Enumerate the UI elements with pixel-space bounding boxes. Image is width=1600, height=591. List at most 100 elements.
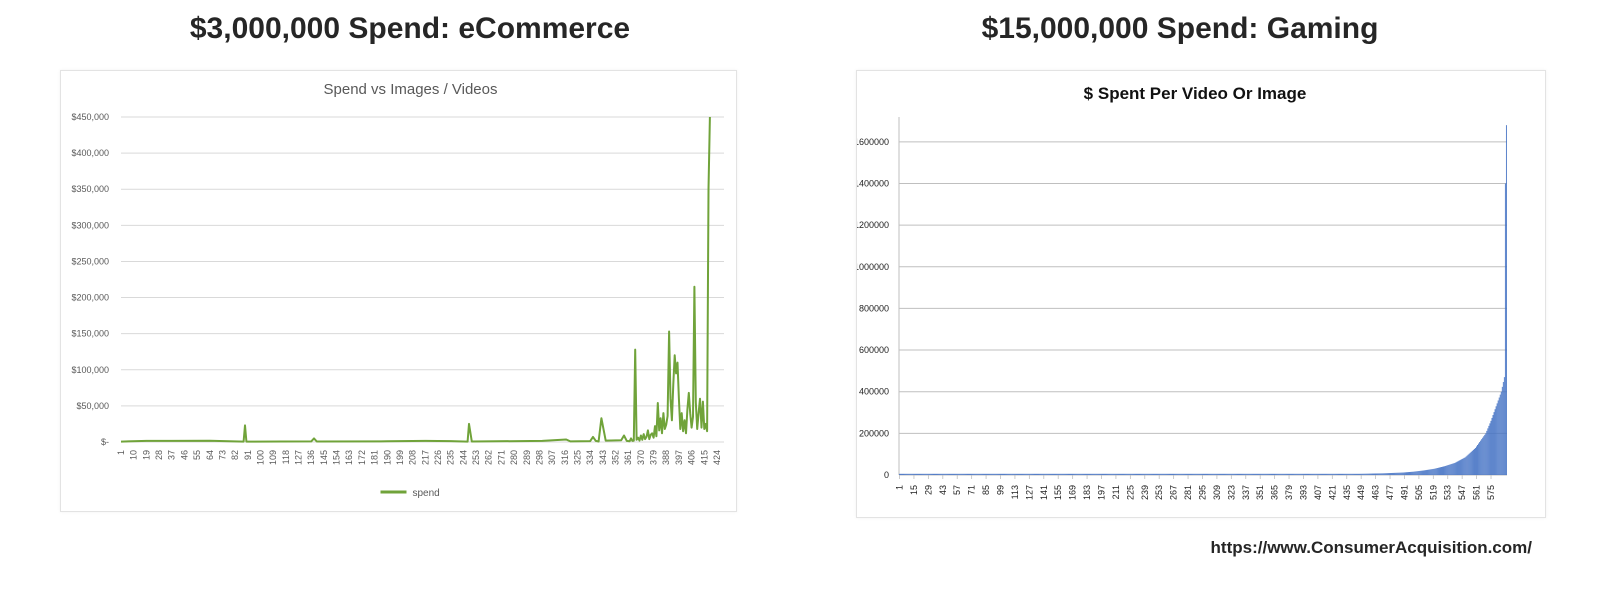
bar: [1010, 473, 1012, 475]
bar: [1115, 473, 1117, 475]
bar: [1209, 473, 1211, 475]
y-tick-label: 600000: [859, 345, 889, 355]
bar: [973, 473, 975, 475]
bar: [1390, 473, 1392, 475]
bar: [990, 473, 992, 475]
bar: [1498, 397, 1500, 475]
x-tick-label: 298: [534, 450, 544, 465]
bar: [1428, 469, 1430, 475]
bar: [1492, 415, 1494, 475]
bar: [1366, 473, 1368, 475]
bar: [1065, 473, 1067, 475]
bar: [1252, 473, 1254, 475]
bar: [914, 473, 916, 475]
bar: [1121, 473, 1123, 475]
x-tick-label: 239: [1140, 485, 1150, 500]
bar: [971, 473, 973, 475]
bar: [1244, 473, 1246, 475]
bar: [1158, 473, 1160, 475]
bar: [1265, 473, 1267, 475]
bar: [1130, 473, 1132, 475]
bar: [1461, 458, 1463, 475]
x-tick-label: 393: [1298, 485, 1308, 500]
bar: [1066, 473, 1068, 475]
bar: [1407, 472, 1408, 475]
bar: [1256, 473, 1258, 475]
bar: [1380, 473, 1382, 475]
bar: [1363, 473, 1365, 475]
bar: [1038, 473, 1039, 475]
bar: [903, 473, 904, 475]
bar: [1443, 466, 1444, 475]
bar: [1187, 473, 1189, 475]
x-tick-label: 343: [598, 450, 608, 465]
bar: [1429, 469, 1431, 475]
x-tick-label: 561: [1472, 485, 1482, 500]
bar: [1275, 473, 1277, 475]
x-tick-label: 352: [611, 450, 621, 465]
bar: [940, 473, 942, 475]
bar: [1314, 473, 1316, 475]
bar: [1234, 473, 1236, 475]
bar: [939, 473, 941, 475]
bar: [999, 473, 1001, 475]
bar: [1196, 473, 1198, 475]
bar: [1216, 473, 1218, 475]
bar: [918, 473, 920, 475]
bar: [1278, 473, 1280, 475]
x-tick-label: 253: [1154, 485, 1164, 500]
bar: [1058, 473, 1060, 475]
bar: [1433, 468, 1435, 475]
bar: [1008, 473, 1010, 475]
bar: [1168, 473, 1170, 475]
bar: [1360, 473, 1362, 475]
bar: [1060, 473, 1062, 475]
bar: [1029, 473, 1031, 475]
bar: [1184, 473, 1186, 475]
bar: [1311, 473, 1313, 475]
bar: [1342, 473, 1343, 475]
bar: [1024, 473, 1026, 475]
bar: [1068, 473, 1069, 475]
bar: [1020, 473, 1022, 475]
bar: [1103, 473, 1104, 475]
x-tick-label: 281: [1183, 485, 1193, 500]
bar: [1286, 473, 1288, 475]
x-tick-label: 199: [395, 450, 405, 465]
bar: [965, 473, 967, 475]
bar: [1181, 473, 1183, 475]
bar: [931, 473, 933, 475]
bar: [1225, 473, 1227, 475]
bar: [1399, 472, 1401, 475]
bar: [1373, 473, 1374, 475]
bar: [947, 473, 949, 475]
bar: [1452, 463, 1454, 475]
bar: [1346, 473, 1348, 475]
gaming-chart-panel: $ Spent Per Video Or Image 0 200000 400000 6…: [856, 70, 1546, 518]
bar: [1056, 473, 1058, 475]
y-tick-label: $250,000: [71, 256, 109, 266]
bar: [937, 473, 939, 475]
bar: [1483, 436, 1485, 475]
bar: [1093, 473, 1095, 475]
x-tick-label: 334: [585, 450, 595, 465]
bar: [1241, 473, 1243, 475]
bar: [1174, 473, 1176, 475]
bar: [1155, 473, 1157, 475]
bar: [920, 473, 922, 475]
x-tick-label: 323: [1226, 485, 1236, 500]
bar: [1146, 473, 1148, 475]
bar: [1401, 472, 1403, 475]
bar: [1175, 473, 1177, 475]
bar: [1102, 473, 1103, 475]
bar: [1238, 473, 1239, 475]
bar: [1134, 473, 1136, 475]
bar: [1327, 473, 1329, 475]
bar: [1226, 473, 1228, 475]
bar: [1477, 445, 1478, 475]
bar: [1143, 473, 1145, 475]
bar: [1272, 473, 1273, 475]
bar: [1307, 473, 1308, 475]
bar: [1484, 434, 1486, 475]
bar: [1312, 473, 1314, 475]
